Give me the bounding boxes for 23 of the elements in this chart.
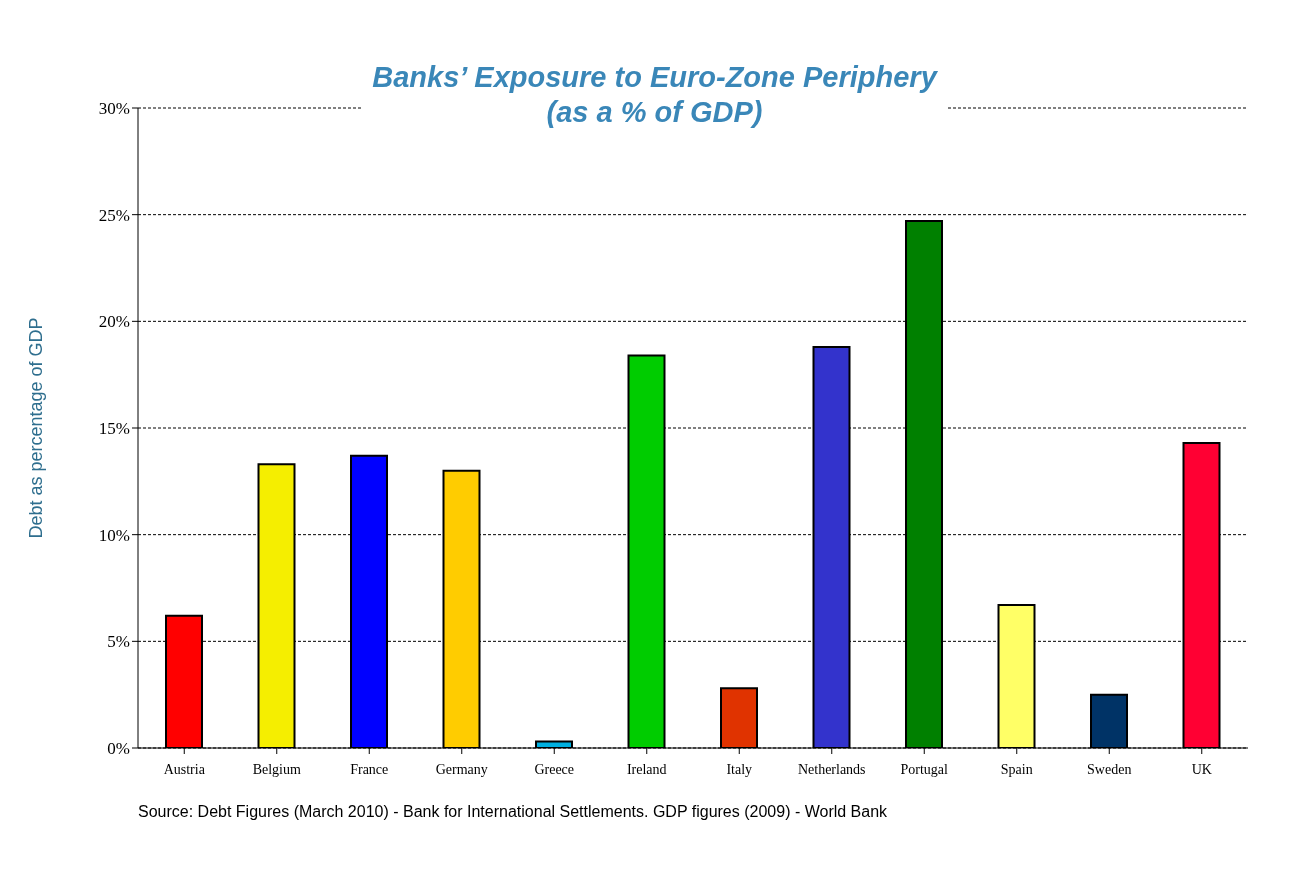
x-tick-label: Sweden [1087,761,1132,777]
x-tick-label: Belgium [252,761,301,777]
source-note: Source: Debt Figures (March 2010) - Bank for International Settlements. GDP figures (2009) - World Bank [138,803,888,821]
y-tick-label: 25% [98,205,130,225]
x-tick-label: Spain [1000,761,1033,777]
x-tick-label: Portugal [900,761,949,777]
y-tick-label: 0% [107,739,130,759]
x-tick-label: UK [1191,761,1212,777]
chart-subtitle: (as a % of GDP) [545,95,764,130]
x-tick-label: Ireland [626,761,667,777]
y-tick-label: 10% [98,525,130,545]
x-tick-label: Netherlands [797,761,866,777]
y-tick-label: 30% [98,99,130,119]
y-tick-label: 15% [98,419,130,439]
x-tick-label: Austria [163,761,206,777]
x-tick-label: Germany [435,761,488,777]
chart-title: Banks’ Exposure to Euro-Zone Periphery [372,60,937,95]
x-tick-label: Italy [726,761,753,777]
y-tick-label: 5% [107,632,130,652]
x-tick-label: Greece [534,761,575,777]
y-axis-title: Debt as percentage of GDP [25,317,47,539]
x-tick-label: France [350,761,389,777]
y-tick-label: 20% [98,312,130,332]
